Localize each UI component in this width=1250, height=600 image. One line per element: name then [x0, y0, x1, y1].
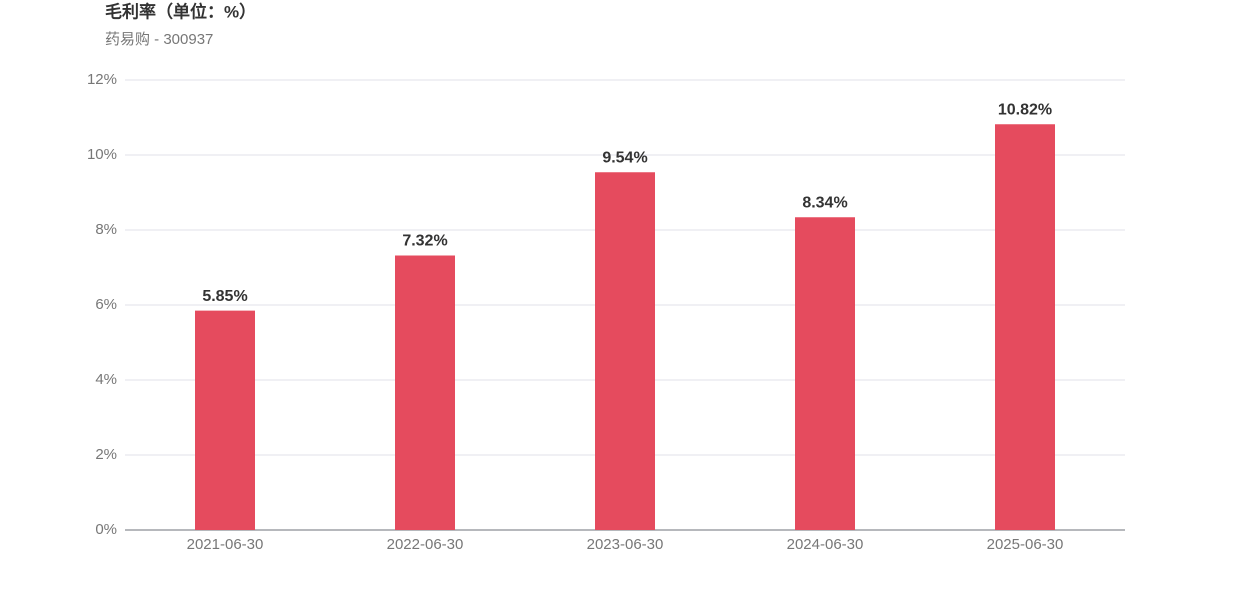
- x-tick-label: 2024-06-30: [787, 536, 864, 553]
- y-tick-label: 12%: [87, 71, 117, 88]
- bar: [795, 217, 855, 530]
- y-tick-label: 10%: [87, 146, 117, 163]
- y-tick-label: 8%: [95, 221, 117, 238]
- chart-title: 毛利率（单位：%）: [105, 1, 256, 21]
- bar: [995, 124, 1055, 530]
- y-tick-label: 4%: [95, 371, 117, 388]
- y-tick-label: 0%: [95, 521, 117, 538]
- value-label: 5.85%: [202, 288, 247, 305]
- value-label: 8.34%: [802, 194, 847, 211]
- value-label: 10.82%: [998, 101, 1052, 118]
- value-label: 9.54%: [602, 149, 647, 166]
- x-tick-label: 2023-06-30: [587, 536, 664, 553]
- bar: [395, 255, 455, 530]
- x-tick-label: 2022-06-30: [387, 536, 464, 553]
- x-tick-label: 2021-06-30: [187, 536, 264, 553]
- bar: [195, 310, 255, 530]
- chart-subtitle: 药易购 - 300937: [105, 31, 213, 48]
- value-label: 7.32%: [402, 233, 447, 250]
- y-tick-label: 6%: [95, 296, 117, 313]
- y-tick-label: 2%: [95, 446, 117, 463]
- x-tick-label: 2025-06-30: [987, 536, 1064, 553]
- bar: [595, 172, 655, 530]
